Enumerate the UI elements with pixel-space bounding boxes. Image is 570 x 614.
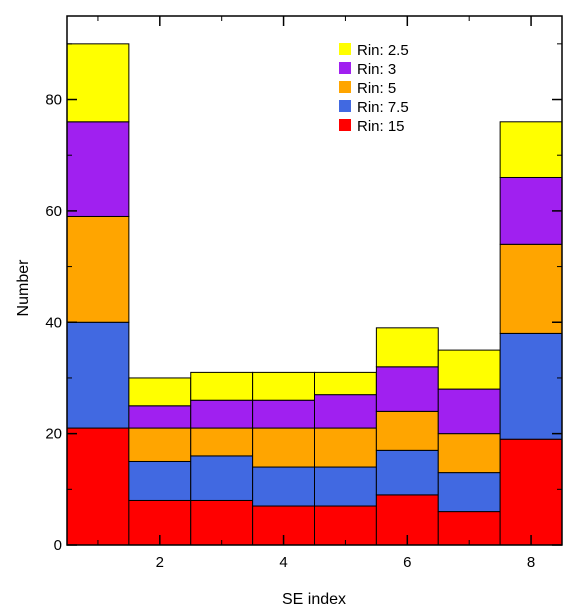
bar-segment-x2-series3 (128, 405, 192, 429)
y-tick-label: 40 (45, 314, 62, 331)
bar-segment-x4-series4 (252, 371, 315, 401)
bar-segment-x1-series2 (66, 215, 130, 323)
bar-segment-x6-series1 (375, 449, 439, 496)
bar-segment-x1-series4 (66, 43, 130, 123)
bar-segment-x7-series4 (437, 349, 501, 390)
legend-label: Rin: 7.5 (357, 99, 409, 116)
bar-segment-x8-series1 (499, 332, 563, 440)
legend-swatch (339, 119, 351, 131)
bar-segment-x2-series2 (128, 427, 192, 462)
bar-segment-x7-series3 (437, 388, 501, 435)
bar-segment-x6-series4 (375, 327, 439, 368)
legend-label: Rin: 3 (357, 61, 396, 78)
legend-swatch (339, 62, 351, 74)
legend-label: Rin: 2.5 (357, 42, 409, 59)
legend-swatch (339, 100, 351, 112)
bar-segment-x3-series1 (190, 455, 254, 501)
bar-segment-x8-series2 (499, 243, 563, 334)
legend: Rin: 2.5 Rin: 3 Rin: 5 Rin: 7.5 Rin: 15 (339, 42, 409, 135)
bar-segment-x1-series1 (66, 321, 130, 429)
bar-segment-x7-series0 (437, 511, 501, 546)
bar-segment-x5-series0 (314, 505, 377, 546)
bar-segment-x6-series2 (375, 410, 439, 451)
bar-segment-x4-series3 (252, 399, 315, 429)
bar-segment-x1-series3 (66, 121, 130, 217)
y-tick-label: 60 (45, 203, 62, 220)
bar-segment-x3-series0 (190, 499, 254, 546)
bar-segment-x8-series3 (499, 176, 563, 245)
y-tick-label: 0 (54, 537, 62, 554)
x-tick-label: 4 (279, 554, 287, 571)
bar-segment-x7-series1 (437, 472, 501, 513)
bar-segment-x3-series2 (190, 427, 254, 457)
bar-segment-x8-series4 (499, 121, 563, 178)
legend-label: Rin: 5 (357, 80, 396, 97)
bar-segment-x5-series2 (314, 427, 377, 468)
axes-group: 0 20 40 60 80 2 4 6 8 (45, 16, 562, 571)
x-axis-title: SE index (282, 591, 346, 608)
legend-swatch (339, 81, 351, 93)
y-tick-label: 20 (45, 426, 62, 443)
legend-label: Rin: 15 (357, 118, 405, 135)
bars-group (66, 43, 563, 546)
y-tick-label: 80 (45, 92, 62, 109)
bar-segment-x5-series4 (314, 371, 377, 396)
y-axis-title: Number (15, 259, 32, 317)
bar-segment-x3-series4 (190, 371, 254, 401)
plot-frame (66, 15, 563, 546)
bar-segment-x7-series2 (437, 433, 501, 474)
x-tick-label: 8 (527, 554, 535, 571)
bar-segment-x2-series1 (128, 460, 192, 501)
bar-segment-x5-series1 (314, 466, 377, 507)
x-tick-label: 6 (403, 554, 411, 571)
x-tick-label: 2 (156, 554, 164, 571)
bar-segment-x1-series0 (66, 427, 130, 546)
bar-segment-x2-series4 (128, 377, 192, 407)
bar-segment-x5-series3 (314, 394, 377, 429)
bar-segment-x3-series3 (190, 399, 254, 429)
bar-segment-x4-series1 (252, 466, 315, 507)
bar-segment-x4-series2 (252, 427, 315, 468)
bar-segment-x6-series3 (375, 366, 439, 412)
bar-segment-x8-series0 (499, 438, 563, 546)
legend-swatch (339, 43, 351, 55)
